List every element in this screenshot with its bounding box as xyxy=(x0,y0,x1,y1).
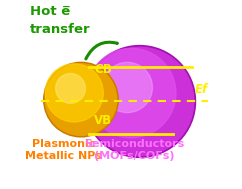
Circle shape xyxy=(87,48,176,138)
Circle shape xyxy=(84,46,196,157)
Text: −: − xyxy=(62,2,71,12)
Text: CB: CB xyxy=(94,63,112,76)
Circle shape xyxy=(56,74,85,103)
FancyArrowPatch shape xyxy=(86,42,117,59)
Text: Ef: Ef xyxy=(195,83,208,96)
Text: transfer: transfer xyxy=(30,23,90,36)
Circle shape xyxy=(44,62,118,137)
Text: Plasmonic
Metallic NPs: Plasmonic Metallic NPs xyxy=(25,139,102,161)
Circle shape xyxy=(102,62,152,113)
Text: Hot e: Hot e xyxy=(30,5,70,18)
Text: VB: VB xyxy=(94,114,112,127)
Circle shape xyxy=(85,47,194,156)
Circle shape xyxy=(45,64,103,122)
Circle shape xyxy=(45,64,117,135)
Text: Semiconductors
(MOFs/COFs): Semiconductors (MOFs/COFs) xyxy=(84,139,184,161)
